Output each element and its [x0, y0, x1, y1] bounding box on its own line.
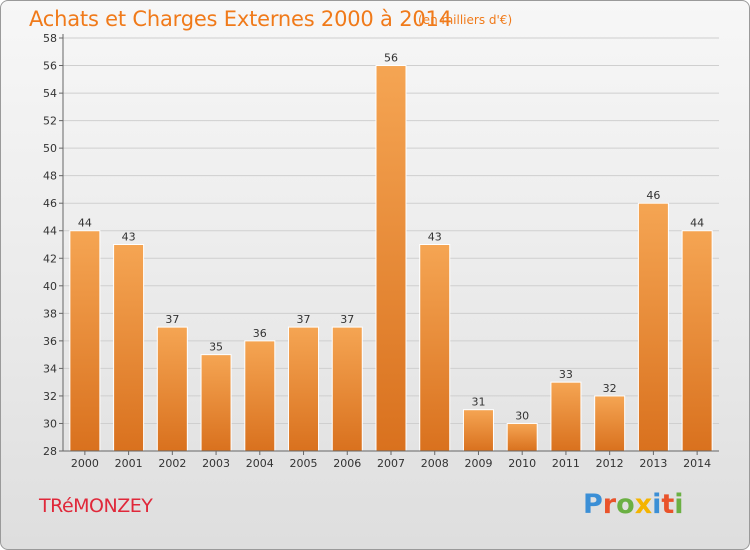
bars — [69, 65, 713, 452]
data-label-2012: 32 — [603, 382, 617, 395]
y-tick-label: 52 — [43, 115, 57, 128]
bar-2003 — [200, 354, 232, 452]
logo-letter: i — [652, 489, 662, 520]
data-label-2001: 43 — [122, 231, 136, 244]
x-tick-label-2003: 2003 — [202, 457, 230, 470]
bar-2008 — [419, 244, 451, 452]
y-tick-label: 38 — [43, 307, 57, 320]
data-label-2004: 36 — [253, 327, 267, 340]
data-label-2007: 56 — [384, 52, 398, 65]
bar-2011 — [550, 381, 582, 452]
y-tick-label: 32 — [43, 390, 57, 403]
labels: 44 43 37 35 36 37 37 56 43 31 30 33 32 46 44 — [78, 52, 704, 423]
logo-letter: t — [661, 489, 675, 520]
y-tick-label: 36 — [43, 335, 57, 348]
logo-letter: x — [634, 489, 653, 520]
x-tick-label-2004: 2004 — [246, 457, 274, 470]
y-tick-label: 48 — [43, 170, 57, 183]
axes: 28 30 32 34 36 38 40 42 44 46 48 50 52 54 56 58 2000 2001… — [43, 32, 719, 470]
bar-2006 — [331, 326, 363, 452]
x-tick-label-2002: 2002 — [158, 457, 186, 470]
bar-2002 — [156, 326, 188, 452]
data-label-2002: 37 — [165, 313, 179, 326]
data-label-2000: 44 — [78, 217, 92, 230]
x-tick-label-2010: 2010 — [508, 457, 536, 470]
data-label-2003: 35 — [209, 341, 223, 354]
bar-2012 — [594, 395, 626, 452]
data-label-2009: 31 — [471, 396, 485, 409]
bar-2014 — [681, 230, 713, 452]
x-tick-label-2009: 2009 — [464, 457, 492, 470]
data-label-2010: 30 — [515, 409, 529, 422]
bar-2013 — [637, 202, 669, 452]
x-tick-label-2014: 2014 — [683, 457, 711, 470]
y-tick-label: 42 — [43, 252, 57, 265]
logo-letter: o — [616, 489, 635, 520]
data-label-2006: 37 — [340, 313, 354, 326]
chart-title: Achats et Charges Externes 2000 à 2014 — [29, 7, 452, 31]
x-tick-label-2013: 2013 — [639, 457, 667, 470]
data-label-2005: 37 — [297, 313, 311, 326]
x-tick-label-2006: 2006 — [333, 457, 361, 470]
logo-letter: P — [583, 489, 603, 520]
bar-2007 — [375, 65, 407, 452]
x-tick-label-2008: 2008 — [421, 457, 449, 470]
x-tick-label-2007: 2007 — [377, 457, 405, 470]
data-label-2013: 46 — [646, 189, 660, 202]
proxiti-logo[interactable]: Proxiti — [583, 489, 684, 520]
data-label-2011: 33 — [559, 368, 573, 381]
y-tick-label: 28 — [43, 445, 57, 458]
y-tick-label: 58 — [43, 32, 57, 45]
bar-2004 — [244, 340, 276, 452]
y-tick-label: 40 — [43, 280, 57, 293]
bar-2009 — [462, 409, 494, 452]
bar-2000 — [69, 230, 101, 452]
commune-name: TRéMONZEY — [39, 495, 153, 517]
bar-2001 — [113, 244, 145, 452]
y-tick-label: 50 — [43, 142, 57, 155]
x-tick-label-2012: 2012 — [596, 457, 624, 470]
y-tick-label: 56 — [43, 60, 57, 73]
y-tick-label: 34 — [43, 362, 57, 375]
data-label-2014: 44 — [690, 217, 704, 230]
logo-letter: r — [602, 489, 617, 520]
x-tick-label-2001: 2001 — [115, 457, 143, 470]
chart-subtitle: (en milliers d'€) — [418, 13, 513, 27]
x-tick-label-2011: 2011 — [552, 457, 580, 470]
y-tick-label: 54 — [43, 87, 57, 100]
x-tick-label-2005: 2005 — [290, 457, 318, 470]
y-tick-label: 30 — [43, 417, 57, 430]
y-tick-label: 44 — [43, 225, 57, 238]
bar-2005 — [288, 326, 320, 452]
bar-2010 — [506, 422, 538, 452]
logo-letter: i — [674, 489, 684, 520]
data-label-2008: 43 — [428, 231, 442, 244]
y-tick-label: 46 — [43, 197, 57, 210]
x-tick-label-2000: 2000 — [71, 457, 99, 470]
